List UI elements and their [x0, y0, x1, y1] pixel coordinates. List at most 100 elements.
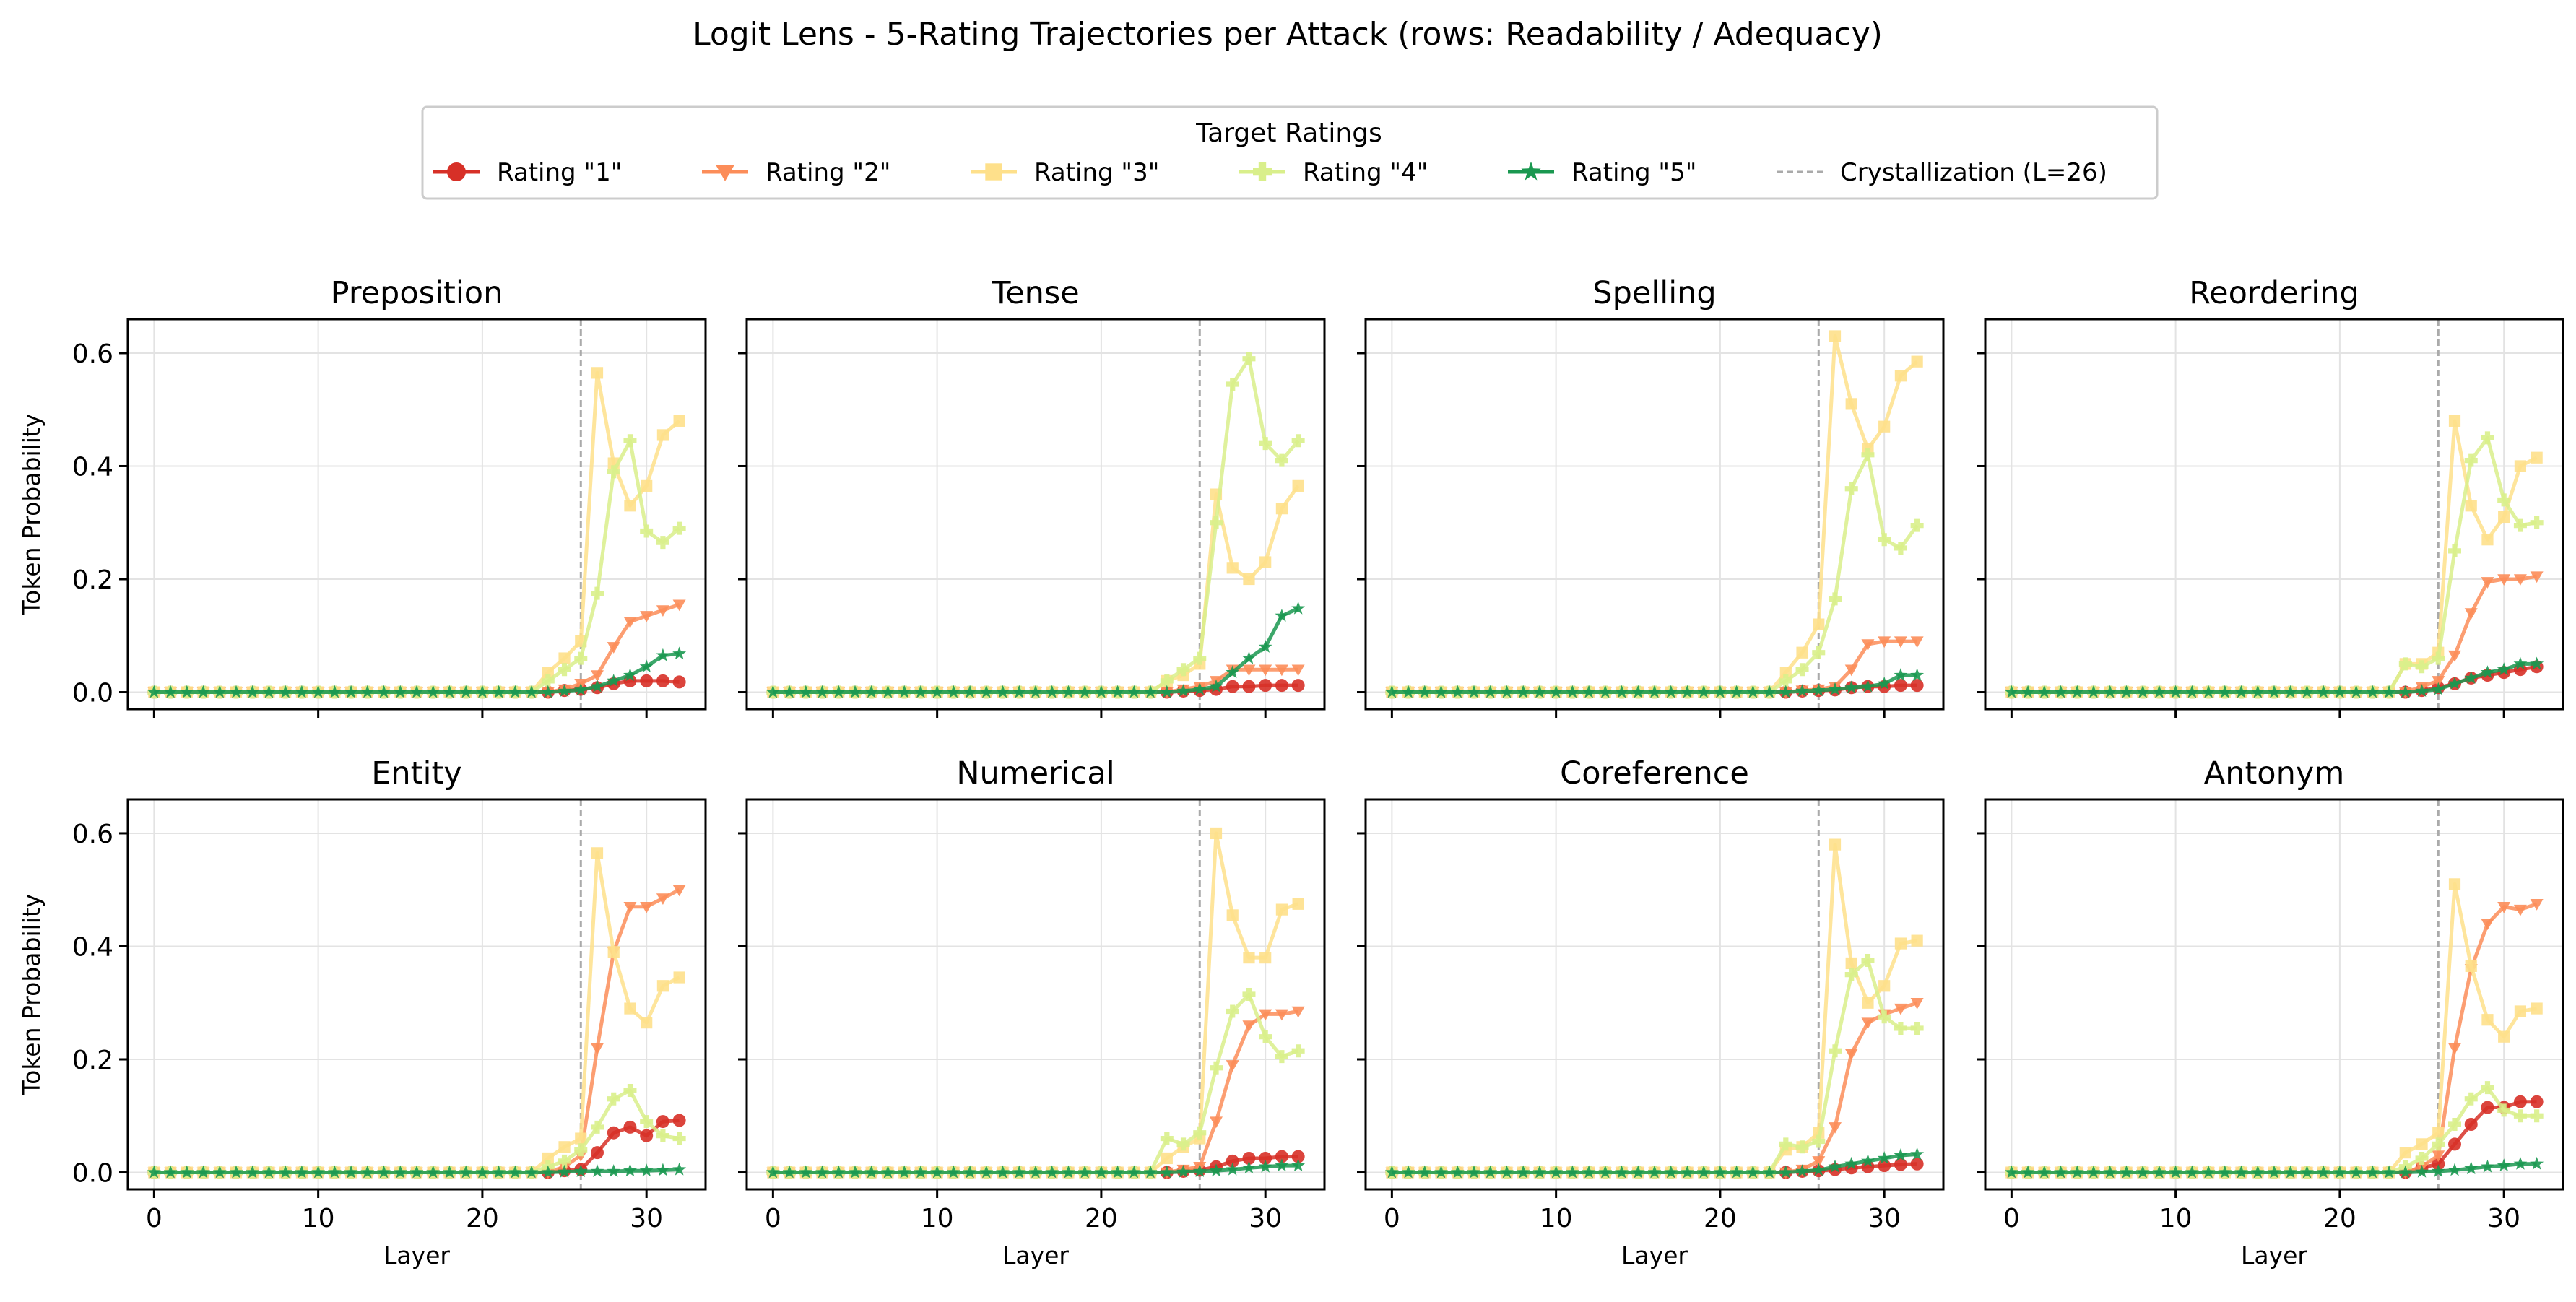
chart-panel: Reordering: [1977, 275, 2564, 718]
data-point: [864, 685, 879, 698]
data-point: [607, 642, 620, 654]
data-point: [1779, 1165, 1793, 1179]
data-point: [558, 1141, 571, 1153]
data-point: [1862, 997, 1874, 1009]
data-point: [1829, 1122, 1842, 1134]
data-point: [2481, 577, 2494, 589]
data-point: [1143, 685, 1158, 698]
data-point: [672, 646, 687, 660]
data-point: [2513, 574, 2527, 586]
plot-frame: [126, 318, 707, 711]
x-tick-label: 10: [1540, 1204, 1573, 1233]
data-point: [246, 685, 260, 698]
data-point: [1532, 1165, 1547, 1179]
data-point: [1582, 685, 1596, 698]
data-point: [1877, 676, 1891, 690]
panel-title: Numerical: [956, 755, 1114, 791]
data-point: [2054, 1165, 2068, 1179]
data-point: [1910, 668, 1925, 682]
data-point: [2284, 685, 2298, 698]
data-point: [673, 415, 685, 427]
data-point: [1291, 1158, 1306, 1172]
legend-entries: Rating "1" Rating "2" Rating "3" Rating "4"…: [433, 158, 2107, 187]
data-point: [2513, 1156, 2528, 1170]
legend-entry: Crystallization (L=26): [1777, 158, 2107, 187]
data-point: [1910, 518, 1924, 532]
data-point: [229, 1165, 243, 1179]
legend-label: Rating "1": [497, 158, 622, 187]
data-point: [2481, 665, 2494, 679]
data-point: [524, 1165, 539, 1179]
data-point: [196, 1165, 210, 1179]
data-point: [2399, 1147, 2411, 1159]
data-point: [1242, 1151, 1256, 1165]
data-point: [1811, 683, 1826, 697]
data-point: [443, 1165, 456, 1179]
data-point: [295, 685, 309, 698]
data-point: [2497, 662, 2511, 676]
data-point: [1582, 1165, 1596, 1179]
data-point: [1516, 1165, 1530, 1179]
data-point: [897, 685, 911, 698]
data-point: [147, 1165, 161, 1179]
data-point: [574, 651, 588, 665]
data-point: [2530, 1109, 2544, 1123]
data-point: [2513, 1095, 2527, 1108]
x-tick-label: 0: [1384, 1204, 1400, 1233]
y-tick-label: 0.6: [72, 820, 113, 849]
data-point: [1910, 636, 1924, 648]
data-point: [2481, 1014, 2494, 1026]
data-point: [623, 668, 637, 682]
legend-frame: [421, 105, 2159, 200]
data-point: [1226, 1004, 1239, 1018]
data-point: [1210, 1116, 1223, 1129]
data-point: [766, 685, 780, 698]
data-point: [393, 685, 407, 698]
data-point: [508, 685, 522, 698]
data-point: [2300, 1165, 2314, 1179]
data-point: [2054, 685, 2068, 698]
data-point: [2234, 1165, 2248, 1179]
data-point: [2481, 1101, 2494, 1114]
data-point: [1681, 1165, 1694, 1179]
data-point: [656, 980, 669, 992]
data-point: [656, 429, 669, 441]
data-point: [2448, 878, 2461, 890]
data-point: [1844, 1156, 1859, 1170]
data-point: [1762, 685, 1777, 698]
data-point: [1242, 680, 1256, 693]
data-point: [2464, 608, 2478, 620]
data-point: [848, 685, 862, 698]
data-point: [2267, 1165, 2281, 1179]
data-point: [1161, 1152, 1173, 1165]
data-point: [2432, 676, 2445, 687]
data-point: [344, 1165, 358, 1179]
data-point: [1795, 1164, 1809, 1177]
data-point: [1418, 685, 1432, 698]
data-point: [1226, 1060, 1239, 1072]
data-point: [1844, 664, 1858, 677]
data-point: [1549, 1165, 1564, 1179]
data-point: [591, 1043, 604, 1055]
data-point: [831, 1165, 846, 1179]
data-point: [1292, 898, 1304, 910]
data-point: [1795, 663, 1809, 677]
legend-marker: [1521, 161, 1541, 181]
data-point: [575, 1132, 587, 1145]
data-point: [1243, 952, 1255, 964]
data-point: [2152, 685, 2167, 698]
data-point: [1779, 685, 1793, 698]
data-point: [2120, 1165, 2133, 1179]
data-point: [1275, 1009, 1288, 1021]
data-point: [1111, 685, 1125, 698]
data-point: [1516, 685, 1530, 698]
data-point: [656, 1163, 670, 1176]
data-point: [2415, 684, 2429, 697]
legend-marker: [716, 165, 734, 181]
data-point: [1910, 679, 1924, 693]
data-point: [2530, 516, 2544, 529]
data-point: [2086, 1165, 2101, 1179]
data-point: [1845, 957, 1857, 970]
data-point: [180, 1165, 194, 1179]
